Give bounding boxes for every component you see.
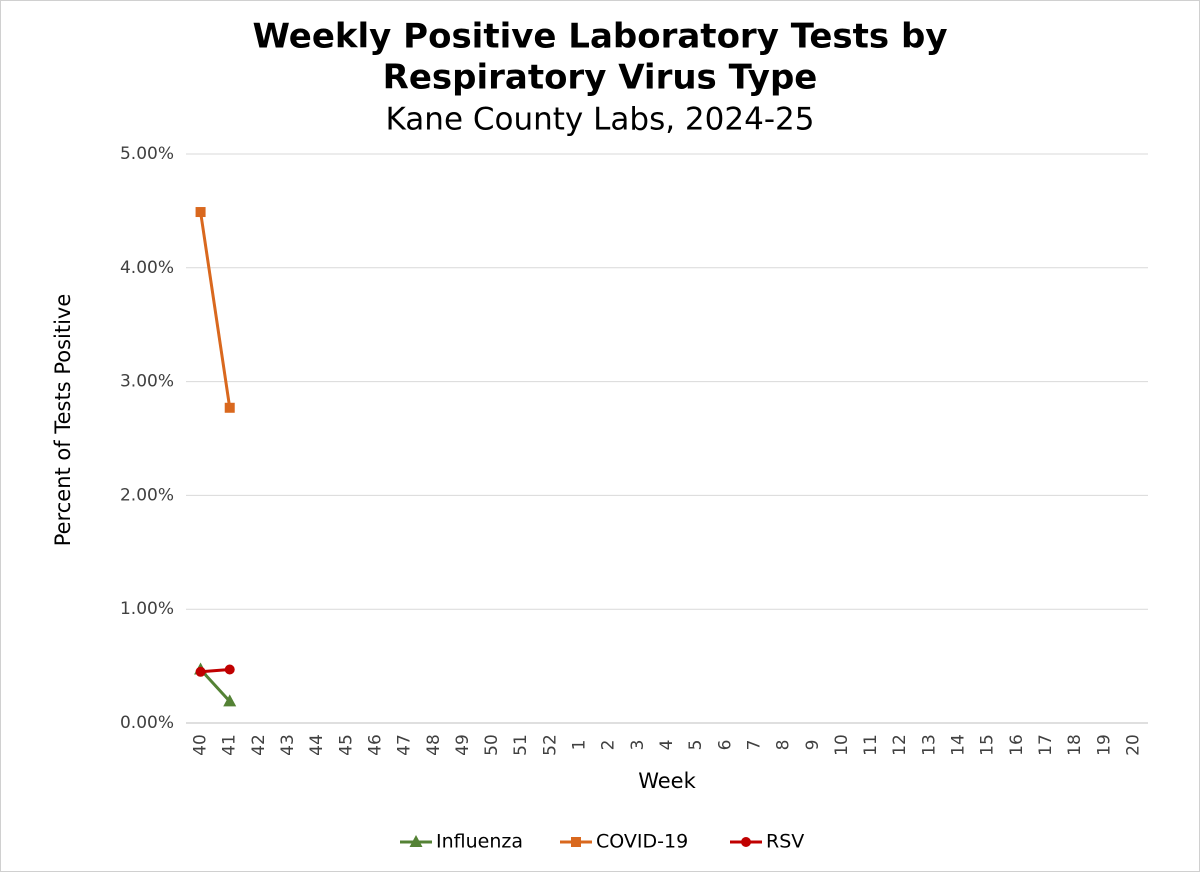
chart-subtitle: Kane County Labs, 2024-25 (386, 102, 815, 138)
x-tick-label: 4 (657, 740, 677, 751)
legend-item: Influenza (400, 831, 523, 853)
y-tick-label: 2.00% (120, 485, 174, 505)
legend-label: RSV (766, 831, 804, 853)
x-tick-label: 50 (482, 734, 502, 756)
y-tick-label: 5.00% (120, 144, 174, 164)
x-tick-label: 9 (803, 740, 823, 751)
x-tick-label: 15 (978, 734, 998, 756)
series-line (199, 668, 231, 703)
x-tick-label: 12 (890, 734, 910, 756)
marker (409, 835, 423, 847)
marker (223, 694, 237, 707)
x-tick-label: 8 (774, 740, 794, 751)
x-tick-label: 11 (861, 734, 881, 756)
x-tick-label: 19 (1094, 734, 1114, 756)
x-tick-label: 49 (453, 734, 473, 756)
x-tick-label: 13 (919, 734, 939, 756)
x-tick-label: 10 (832, 734, 852, 756)
chart-title: Respiratory Virus Type (383, 58, 818, 98)
marker (571, 837, 581, 847)
x-tick-label: 46 (365, 734, 385, 756)
x-tick-label: 6 (715, 740, 735, 751)
x-tick-label: 48 (424, 734, 444, 756)
marker (195, 666, 206, 677)
x-tick-label: 14 (949, 734, 969, 756)
x-tick-label: 18 (1065, 734, 1085, 756)
legend-item: RSV (730, 831, 804, 853)
y-tick-label: 3.00% (120, 372, 174, 392)
marker (224, 402, 235, 413)
x-tick-label: 41 (220, 734, 240, 756)
x-tick-label: 52 (540, 734, 560, 756)
marker (224, 664, 235, 675)
marker (741, 837, 751, 847)
marker (195, 207, 206, 218)
x-axis-title: Week (638, 769, 696, 793)
legend-item: COVID-19 (560, 831, 688, 853)
x-tick-label: 17 (1036, 734, 1056, 756)
legend-label: Influenza (436, 831, 523, 853)
y-tick-label: 1.00% (120, 599, 174, 619)
x-tick-label: 7 (744, 740, 764, 751)
x-tick-label: 20 (1123, 734, 1143, 756)
x-tick-label: 16 (1007, 734, 1027, 756)
x-tick-label: 51 (511, 734, 531, 756)
y-tick-label: 4.00% (120, 258, 174, 278)
x-tick-label: 5 (686, 740, 706, 751)
x-tick-label: 43 (278, 734, 298, 756)
x-tick-label: 40 (191, 734, 211, 756)
y-tick-label: 0.00% (120, 713, 174, 733)
x-tick-label: 47 (395, 734, 415, 756)
y-axis-title: Percent of Tests Positive (51, 294, 75, 547)
x-tick-label: 45 (336, 734, 356, 756)
x-tick-label: 2 (599, 740, 619, 751)
legend-label: COVID-19 (596, 831, 688, 853)
series-line (199, 211, 232, 408)
x-tick-label: 42 (249, 734, 269, 756)
x-tick-label: 44 (307, 734, 327, 756)
chart-title: Weekly Positive Laboratory Tests by (252, 17, 947, 57)
x-tick-label: 1 (570, 740, 590, 751)
x-tick-label: 3 (628, 740, 648, 751)
